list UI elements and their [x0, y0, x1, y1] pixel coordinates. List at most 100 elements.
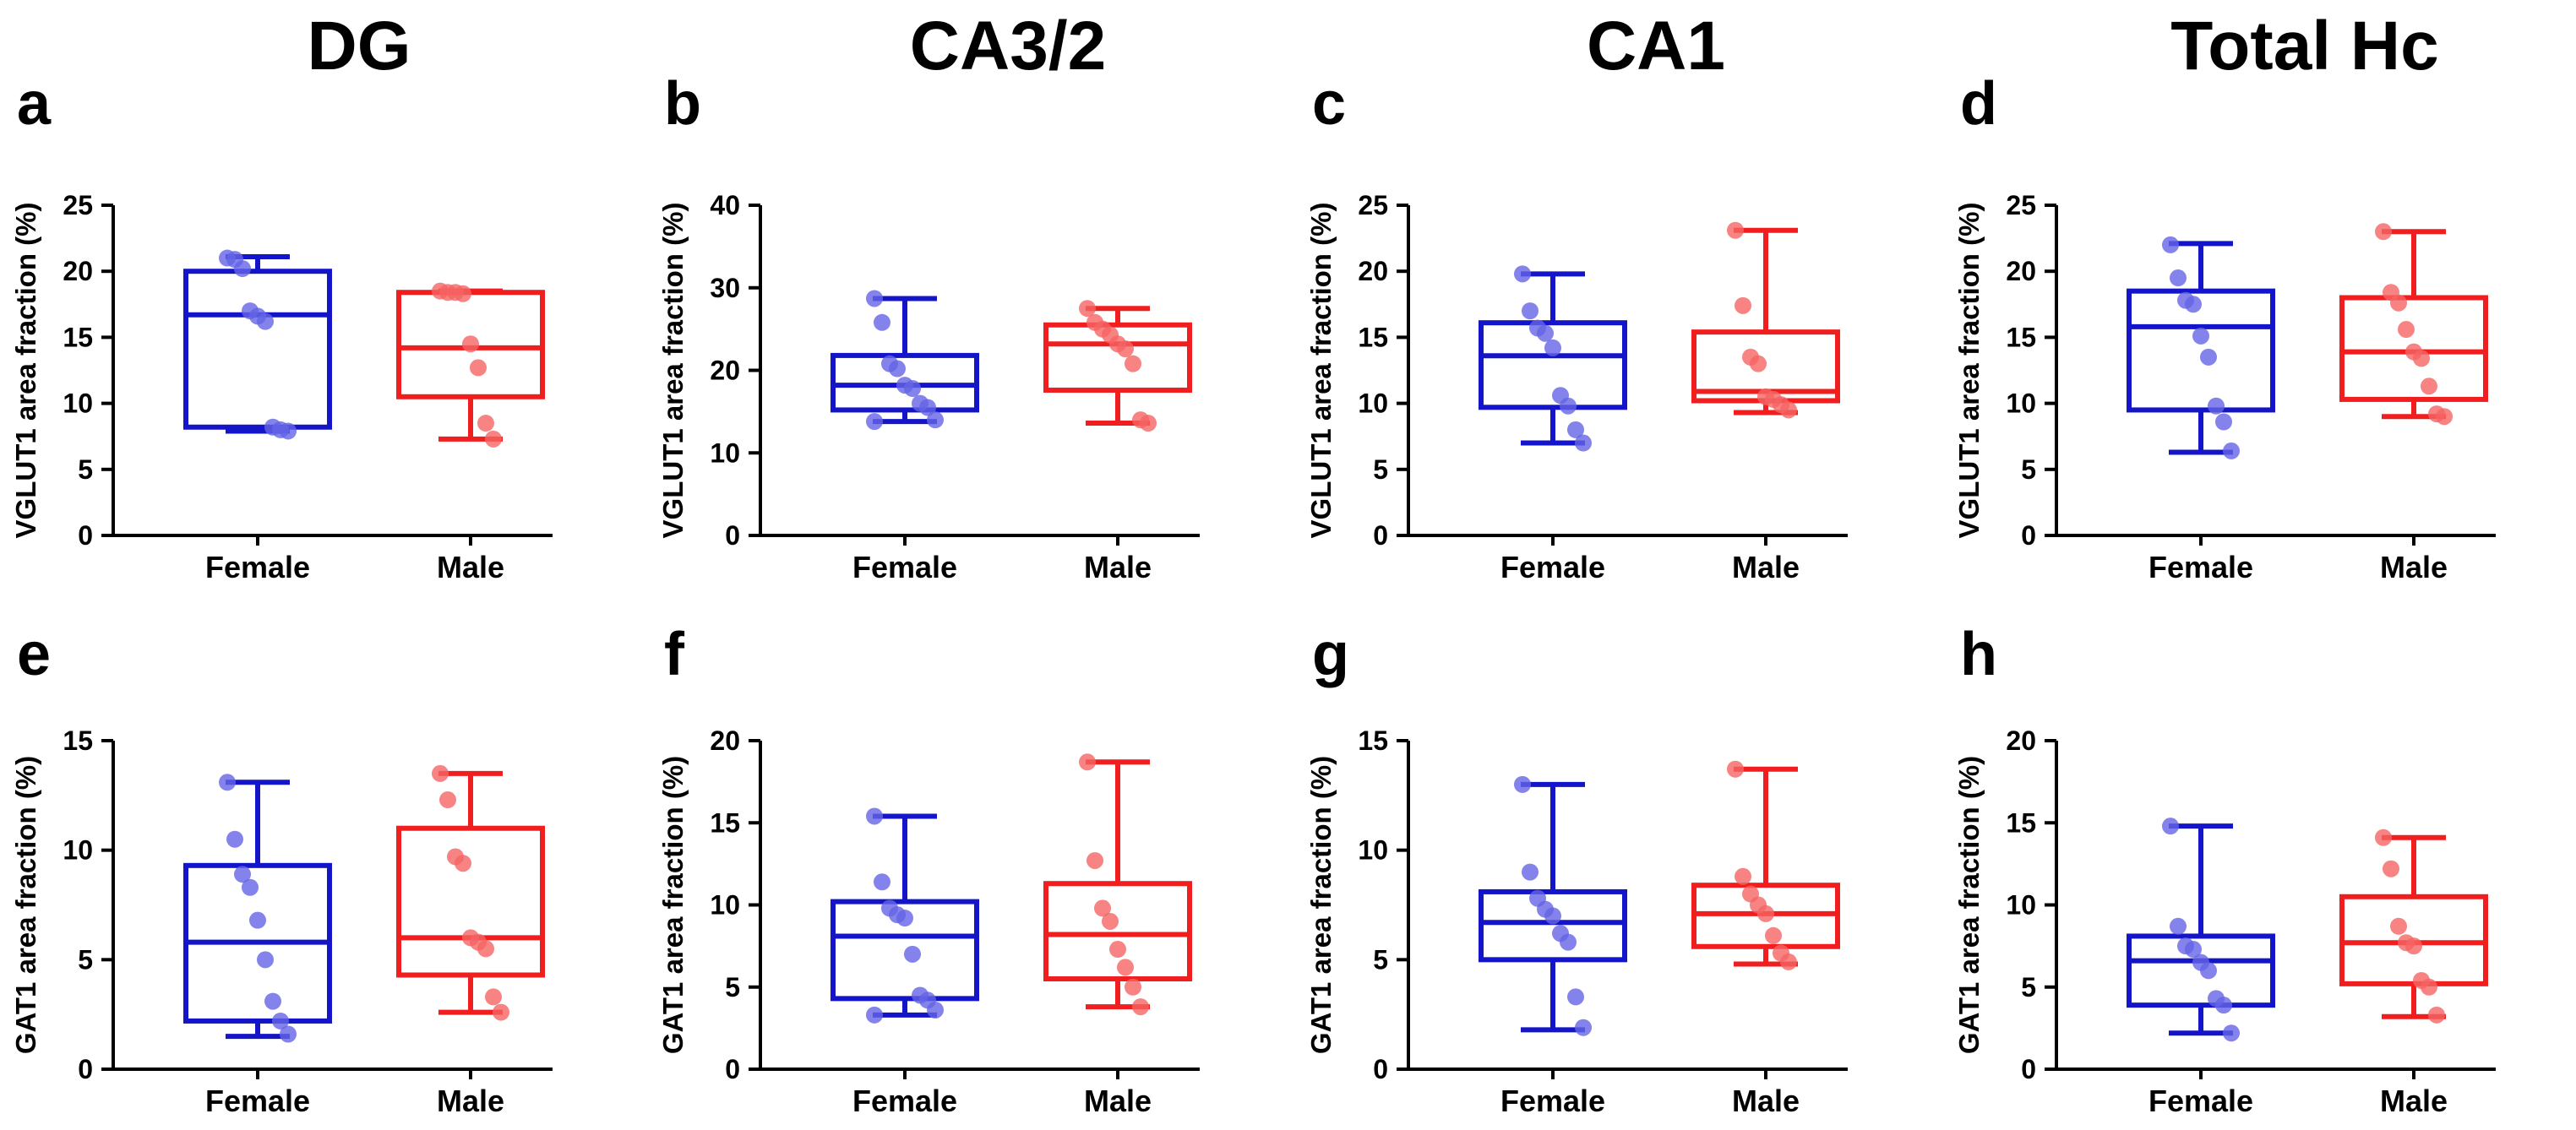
column-title-ca3-2: CA3/2 — [909, 8, 1107, 84]
data-point — [1086, 851, 1103, 869]
y-tick-label: 10 — [1358, 835, 1388, 866]
panel-label-c: c — [1312, 70, 1347, 138]
y-tick-label: 10 — [2006, 890, 2036, 921]
box-male: Male — [2339, 828, 2488, 1118]
y-tick-label: 10 — [710, 437, 740, 468]
panel-label-b: b — [664, 70, 701, 138]
y-tick-label: 25 — [2006, 190, 2036, 220]
data-point — [2215, 997, 2232, 1014]
data-point — [1109, 941, 1126, 959]
y-tick-label: 20 — [2006, 725, 2036, 756]
data-point — [866, 413, 883, 431]
data-point — [226, 830, 243, 848]
data-point — [2192, 327, 2209, 345]
data-point — [2436, 408, 2453, 426]
data-point — [1757, 905, 1774, 922]
x-category-label: Male — [437, 1084, 504, 1118]
box-iqr — [396, 825, 545, 978]
y-axis-title: GAT1 area fraction (%) — [657, 756, 689, 1054]
y-tick-label: 0 — [2021, 1054, 2036, 1084]
box-male: Male — [1691, 760, 1840, 1118]
x-category-label: Male — [1732, 550, 1800, 584]
column-title-dg: DG — [307, 8, 411, 84]
data-point — [280, 422, 297, 440]
x-category-label: Male — [1084, 1084, 1152, 1118]
data-point — [866, 807, 883, 825]
data-point — [2215, 413, 2232, 431]
box-female: Female — [831, 807, 979, 1118]
data-point — [264, 992, 281, 1010]
box-male: Male — [1691, 221, 1840, 584]
data-point — [2200, 962, 2217, 980]
x-category-label: Male — [1084, 550, 1152, 584]
data-point — [485, 430, 502, 448]
y-tick-label: 20 — [1358, 256, 1388, 286]
panel-a: 0 5 10 15 20 25 VGLUT1 area fraction (%) Female… — [10, 190, 553, 584]
data-point — [1125, 978, 1141, 996]
y-tick-label: 20 — [2006, 256, 2036, 286]
y-tick-label: 10 — [63, 835, 93, 866]
y-tick-label: 5 — [78, 454, 93, 485]
data-point — [1514, 265, 1531, 283]
y-tick-label: 15 — [63, 322, 93, 352]
data-point — [2208, 397, 2225, 415]
data-point — [2375, 828, 2392, 846]
y-tick-label: 15 — [1358, 322, 1388, 352]
y-tick-label: 0 — [78, 1054, 93, 1084]
data-point — [866, 290, 883, 307]
panel-label-e: e — [17, 621, 52, 688]
y-axis-title: GAT1 area fraction (%) — [1305, 756, 1337, 1054]
y-tick-label: 40 — [710, 190, 740, 220]
panel-label-f: f — [664, 621, 684, 688]
y-tick-label: 5 — [1373, 454, 1388, 485]
data-point — [470, 359, 487, 377]
y-axis-title: GAT1 area fraction (%) — [10, 756, 41, 1054]
box-iqr — [2127, 288, 2275, 413]
data-point — [2398, 321, 2415, 339]
data-point — [1522, 302, 1539, 320]
x-category-label: Female — [2148, 550, 2253, 584]
data-point — [2200, 348, 2217, 366]
data-point — [1132, 998, 1149, 1016]
box-iqr — [2339, 295, 2488, 402]
data-point — [2421, 378, 2437, 395]
y-tick-label: 0 — [725, 1054, 740, 1084]
box-male: Male — [396, 282, 545, 584]
data-point — [1094, 899, 1111, 917]
data-point — [2170, 269, 2187, 287]
data-point — [2405, 937, 2422, 955]
data-point — [2185, 941, 2202, 959]
y-axis-title: VGLUT1 area fraction (%) — [1953, 203, 1985, 539]
box-female: Female — [2127, 818, 2275, 1118]
box-iqr — [183, 269, 332, 430]
x-category-label: Male — [2380, 1084, 2448, 1118]
data-point — [896, 910, 913, 927]
y-tick-label: 25 — [1358, 190, 1388, 220]
data-point — [1575, 1019, 1592, 1036]
panel-label-a: a — [17, 70, 52, 138]
box-iqr — [1479, 888, 1627, 963]
data-point — [1522, 863, 1539, 881]
data-point — [257, 951, 274, 969]
y-tick-label: 0 — [78, 520, 93, 551]
data-point — [1117, 959, 1134, 976]
y-axis-title: VGLUT1 area fraction (%) — [657, 203, 689, 539]
panel-c: 0 5 10 15 20 25 VGLUT1 area fraction (%) Female… — [1305, 190, 1848, 584]
y-tick-label: 20 — [710, 356, 740, 386]
x-category-label: Female — [205, 550, 310, 584]
x-category-label: Male — [1732, 1084, 1800, 1118]
data-point — [477, 415, 494, 432]
data-point — [874, 873, 890, 891]
data-point — [2390, 294, 2407, 312]
data-point — [1102, 912, 1119, 930]
data-point — [1727, 221, 1744, 239]
y-tick-label: 10 — [710, 890, 740, 921]
data-point — [257, 312, 274, 330]
box-iqr — [831, 899, 979, 1002]
box-female: Female — [831, 290, 979, 584]
y-tick-label: 30 — [710, 273, 740, 303]
x-category-label: Male — [2380, 550, 2448, 584]
data-point — [1125, 355, 1141, 372]
box-female: Female — [1479, 775, 1627, 1118]
data-point — [455, 285, 471, 302]
